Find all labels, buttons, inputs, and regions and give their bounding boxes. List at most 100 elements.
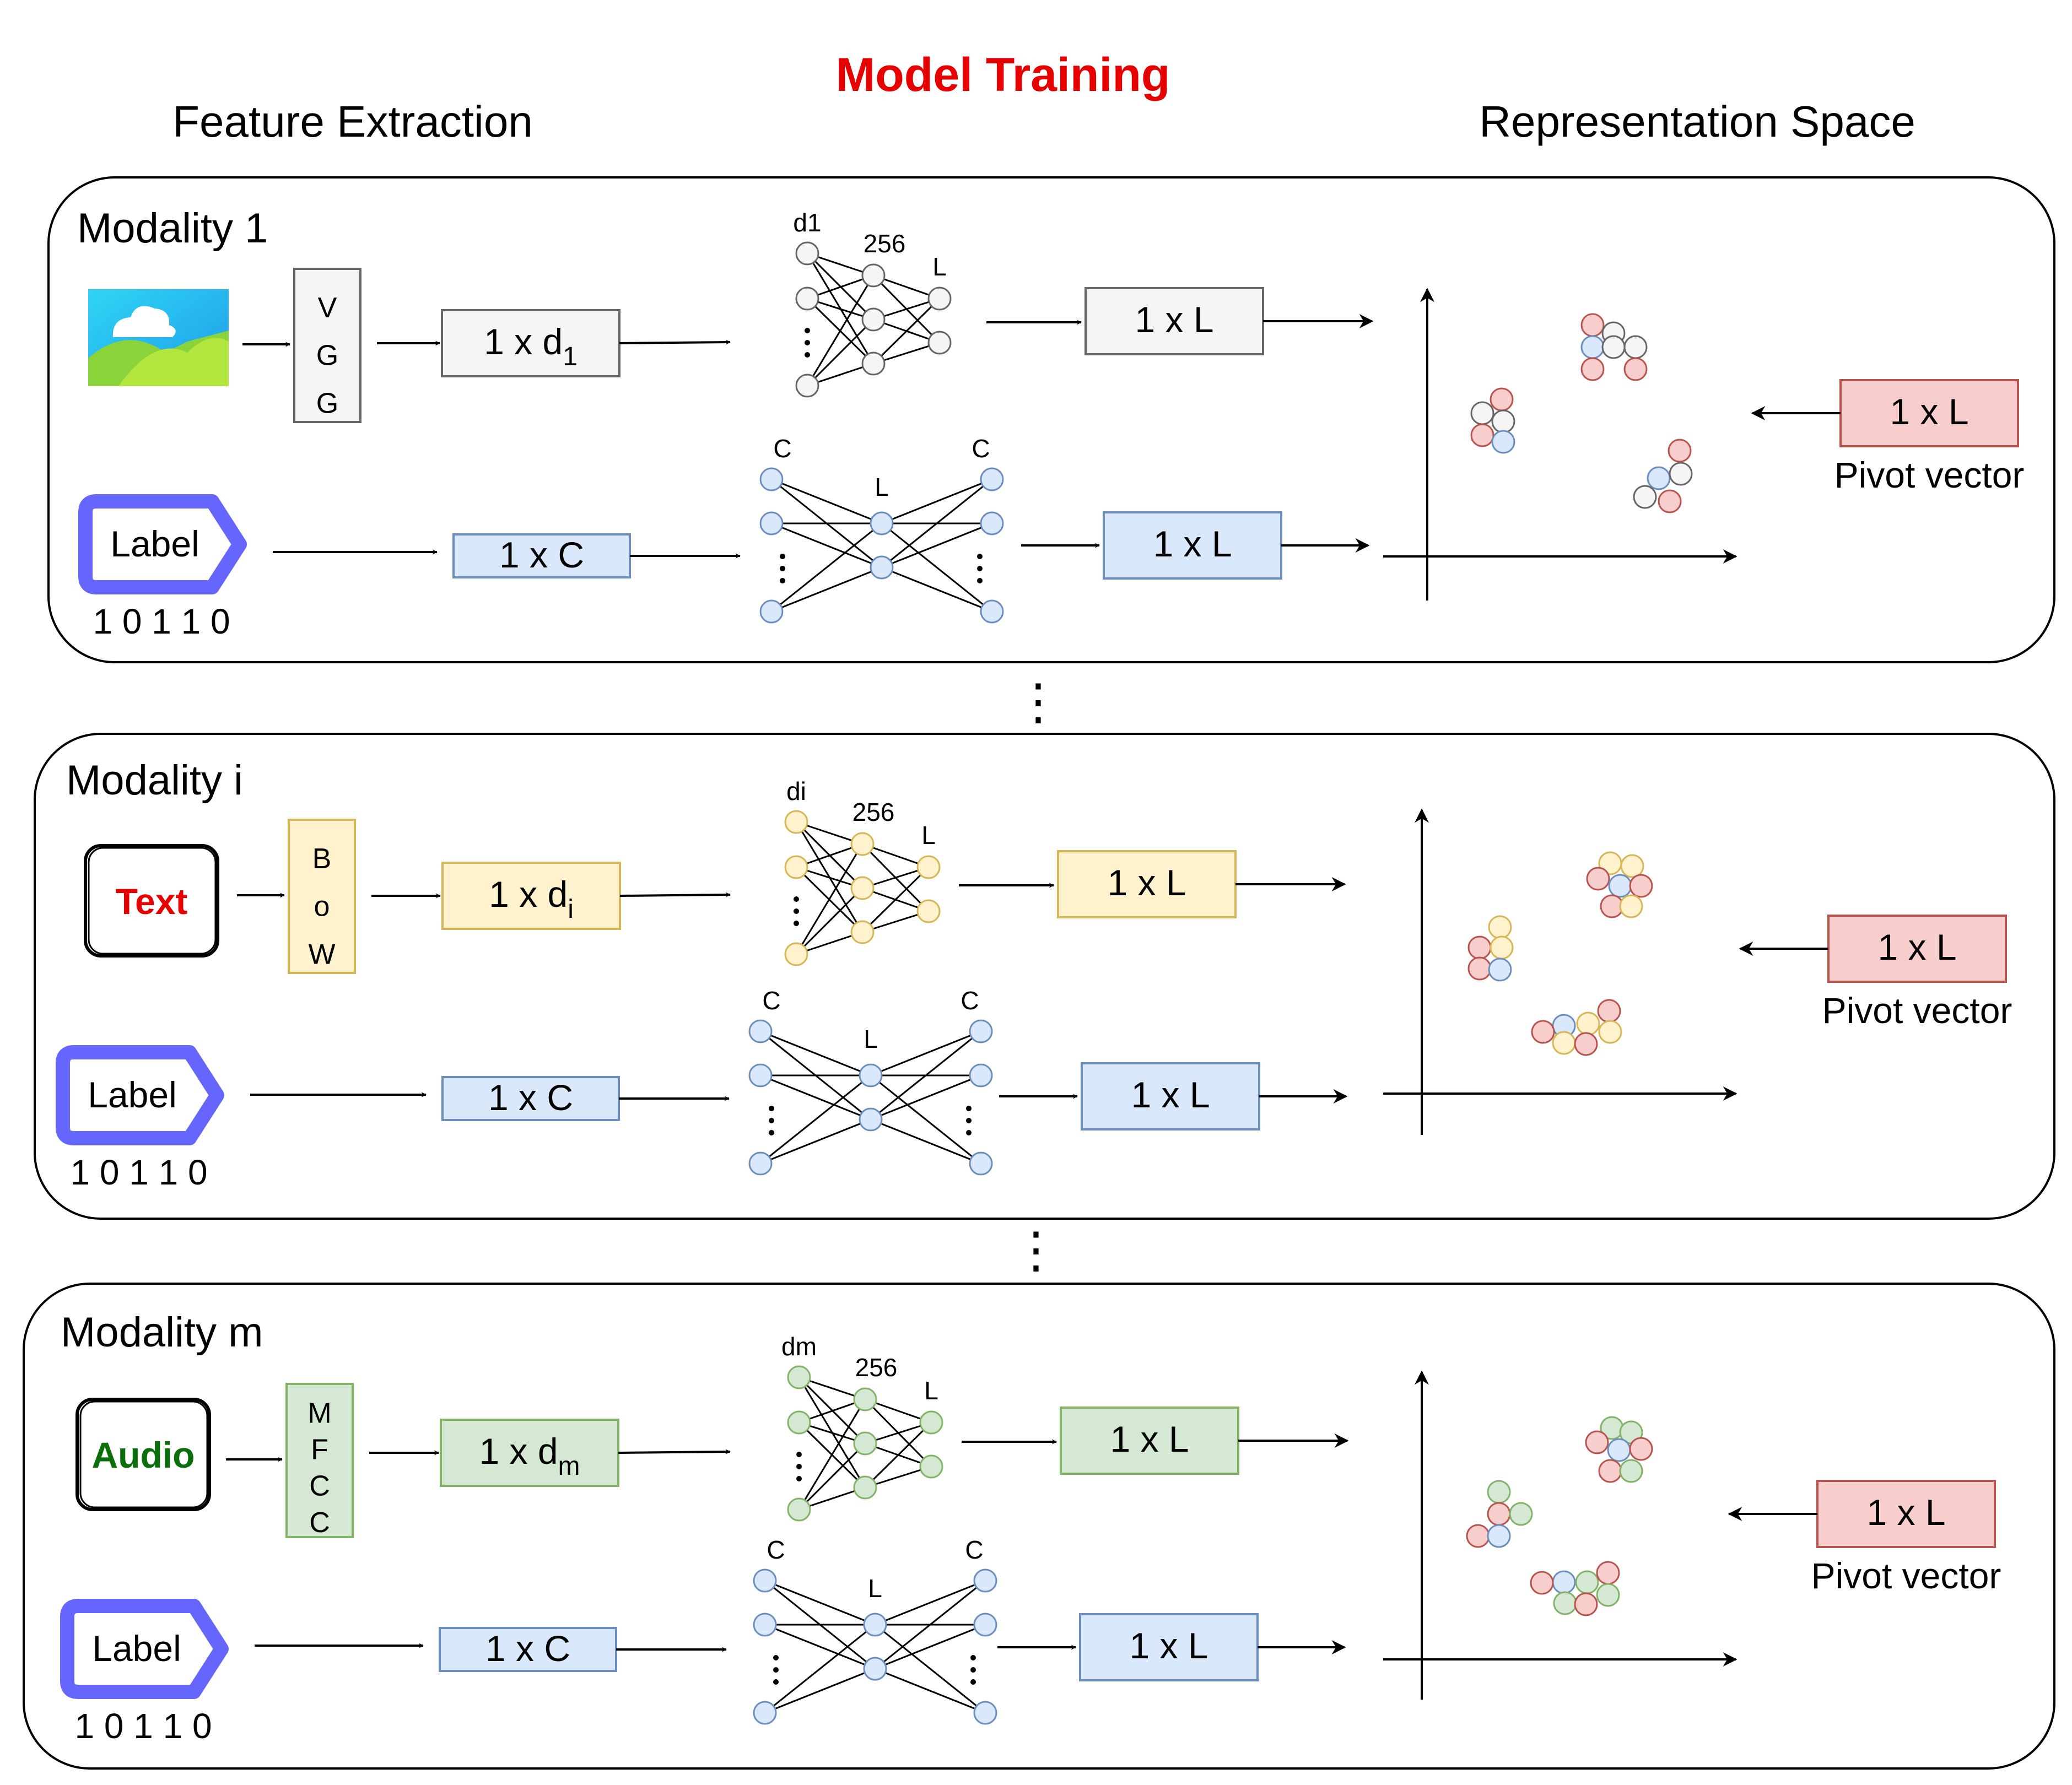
feature-vector-base: 1 x d xyxy=(479,1431,558,1472)
label-net-edge xyxy=(771,566,882,613)
extractor-box xyxy=(285,1383,354,1538)
mlp-input-node xyxy=(784,855,808,879)
embedding-point xyxy=(1531,1020,1555,1044)
embedding-cluster xyxy=(1470,387,1515,454)
mlp-input-node xyxy=(795,241,819,266)
label-net-output-ellipsis xyxy=(977,554,983,583)
extractor-letter: G xyxy=(316,340,338,372)
feature-vector-label: 1 x dm xyxy=(479,1431,580,1481)
embedding-point xyxy=(1467,956,1492,981)
mlp-input-node xyxy=(787,1365,811,1389)
pivot-caption: Pivot vector xyxy=(1811,1555,2001,1596)
label-embedding-text: 1 x L xyxy=(1153,523,1232,564)
mlp-output-size-label: L xyxy=(924,1376,938,1405)
feature-vector-subscript: i xyxy=(568,895,574,924)
embedding-point xyxy=(1552,1570,1576,1594)
embedding-point xyxy=(1490,935,1514,960)
pivot-caption: Pivot vector xyxy=(1822,990,2012,1031)
label-net-input-node xyxy=(753,1613,777,1637)
embedding-cluster xyxy=(1633,439,1693,513)
label-net-edge xyxy=(870,1030,981,1077)
embedding-point xyxy=(1620,854,1644,878)
embedding-point xyxy=(1530,1571,1554,1595)
label-net-output-node xyxy=(973,1701,997,1725)
mlp-input-node xyxy=(787,1410,811,1435)
dot xyxy=(966,1106,972,1111)
label-vector-text: 1 x C xyxy=(499,534,584,575)
label-net-output-ellipsis xyxy=(970,1655,976,1685)
label-net-mid-node xyxy=(859,1063,883,1088)
dot xyxy=(773,1667,779,1673)
label-net-edge xyxy=(771,478,882,524)
image-cloud xyxy=(112,306,176,337)
label-net-edge xyxy=(875,1580,986,1626)
diagram-title: Model Training xyxy=(836,48,1170,101)
label-bits: 1 0 1 1 0 xyxy=(93,602,230,641)
modality-embedding-box xyxy=(1060,1407,1239,1475)
label-mlp: C L C xyxy=(748,986,993,1176)
pivot-caption: Pivot vector xyxy=(1834,455,2025,495)
label-net-edge xyxy=(875,1668,986,1714)
embedding-cluster xyxy=(1531,999,1622,1056)
extractor-letter: G xyxy=(316,388,338,420)
image-icon xyxy=(88,289,229,386)
panel-frame xyxy=(23,1283,2055,1770)
label-tag-shape xyxy=(78,494,247,594)
mlp-hidden-size-label: 256 xyxy=(864,229,906,258)
dot xyxy=(769,1130,774,1135)
extractor-letter: F xyxy=(311,1434,328,1465)
feature-vector-base: 1 x d xyxy=(489,874,568,915)
embedding-point xyxy=(1574,1592,1598,1616)
dot xyxy=(794,921,799,926)
input-frame-inner xyxy=(79,1400,208,1508)
dot xyxy=(805,340,810,345)
label-tag-text: Label xyxy=(88,1074,177,1115)
dot xyxy=(773,1679,779,1685)
label-net-output-node xyxy=(969,1063,993,1088)
label-net-input-node xyxy=(759,599,784,624)
label-net-output-node xyxy=(980,467,1004,491)
embedding-point xyxy=(1552,1031,1576,1055)
label-tag-text: Label xyxy=(92,1628,181,1669)
panel-frame xyxy=(47,176,2055,663)
label-tag-icon: Label xyxy=(60,1599,229,1699)
extractor-letter: M xyxy=(307,1397,331,1429)
mlp-hidden-node xyxy=(853,1387,877,1411)
label-net-edge xyxy=(881,522,992,613)
modality-embedding-label: 1 x L xyxy=(1110,1419,1189,1459)
embedding-point xyxy=(1470,423,1494,447)
label-net-input-size: C xyxy=(762,986,780,1015)
extractor-box xyxy=(293,268,361,423)
mlp-output-node xyxy=(919,1454,943,1479)
mlp-hidden-node xyxy=(850,876,875,900)
embedding-point xyxy=(1580,313,1605,337)
label-net-input-node xyxy=(748,1019,773,1043)
dot xyxy=(796,1452,802,1457)
embedding-point xyxy=(1607,1438,1631,1462)
embedding-cluster xyxy=(1530,1561,1620,1616)
dot xyxy=(970,1655,976,1660)
feature-vector-subscript: m xyxy=(558,1452,580,1481)
embedding-point xyxy=(1491,430,1515,454)
mlp-input-ellipsis xyxy=(805,328,810,358)
label-net-edge xyxy=(764,1624,876,1670)
label-net-edge xyxy=(870,1074,981,1165)
label-net-output-node xyxy=(973,1613,997,1637)
label-tag-icon: Label xyxy=(56,1045,224,1145)
extractor-box xyxy=(288,819,356,974)
dot xyxy=(796,1476,802,1481)
feature-extractor: VGG xyxy=(293,268,361,423)
label-net-mid-node xyxy=(870,511,894,536)
extractor-letter: C xyxy=(309,1470,330,1502)
mlp-hidden-node xyxy=(853,1475,877,1500)
mlp-input-node xyxy=(784,942,808,966)
label-net-output-node xyxy=(969,1151,993,1176)
mlp-hidden-node xyxy=(861,351,886,376)
mlp-edge xyxy=(798,1399,866,1510)
embedding-point xyxy=(1633,485,1657,509)
dot xyxy=(794,908,799,914)
label-net-input-node xyxy=(759,467,784,491)
embedding-point xyxy=(1466,1524,1490,1548)
feature-to-mlp-arrow xyxy=(619,339,731,345)
